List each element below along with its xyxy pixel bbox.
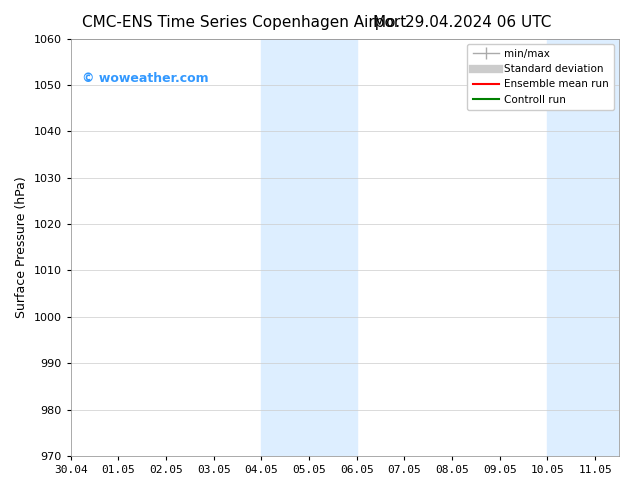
- Text: Mo. 29.04.2024 06 UTC: Mo. 29.04.2024 06 UTC: [373, 15, 552, 30]
- Text: © woweather.com: © woweather.com: [82, 72, 209, 85]
- Bar: [548, 39, 619, 456]
- Legend: min/max, Standard deviation, Ensemble mean run, Controll run: min/max, Standard deviation, Ensemble me…: [467, 44, 614, 110]
- Y-axis label: Surface Pressure (hPa): Surface Pressure (hPa): [15, 176, 28, 318]
- Bar: [261, 39, 357, 456]
- Text: CMC-ENS Time Series Copenhagen Airport: CMC-ENS Time Series Copenhagen Airport: [82, 15, 406, 30]
